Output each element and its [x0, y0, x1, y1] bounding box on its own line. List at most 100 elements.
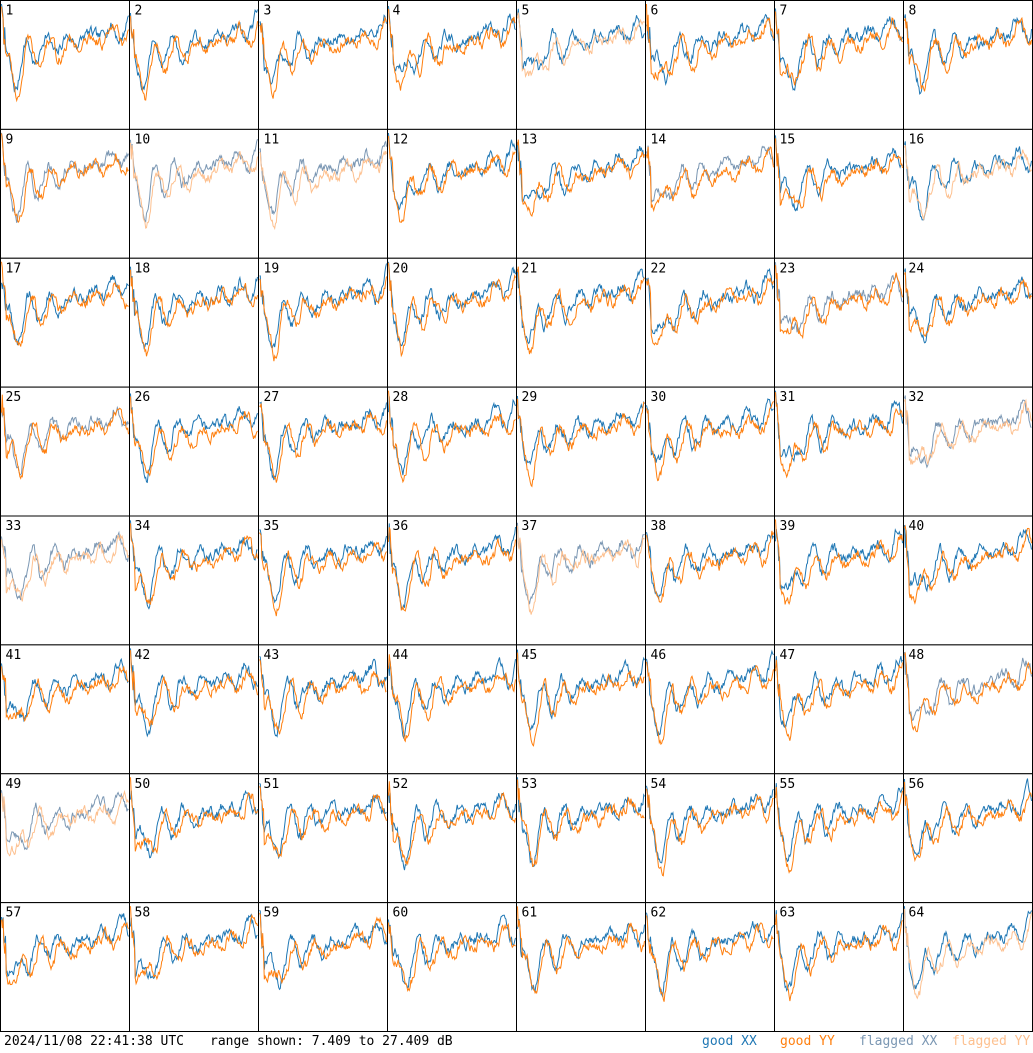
legend-good-xx: good XX	[702, 1034, 757, 1049]
panel-label: 14	[651, 132, 667, 147]
trace-xx-good	[259, 529, 387, 604]
trace-xx-good	[259, 783, 387, 860]
trace-yy-flagged	[904, 145, 1032, 221]
panel-56: 56	[903, 773, 1033, 904]
panel-label: 9	[6, 132, 14, 147]
panel-frame	[129, 257, 259, 388]
panel-label: 63	[780, 906, 796, 921]
panel-frame	[774, 386, 904, 517]
trace-yy-good	[259, 16, 387, 99]
panel-label: 50	[135, 777, 151, 792]
panel-40: 40	[903, 515, 1033, 646]
panel-label: 3	[264, 4, 272, 19]
trace-xx-flagged	[1, 530, 129, 601]
trace-xx-good	[388, 6, 516, 76]
panel-label: 22	[651, 261, 667, 276]
panel-label: 62	[651, 906, 667, 921]
trace-yy-good	[130, 650, 258, 727]
timestamp: 2024/11/08 22:41:38 UTC	[4, 1034, 185, 1049]
panel-15: 15	[774, 128, 904, 259]
panel-frame	[774, 644, 904, 775]
trace-xx-good	[388, 523, 516, 611]
trace-yy-good	[646, 530, 774, 603]
trace-xx-good	[775, 135, 903, 212]
trace-xx-good	[130, 8, 258, 92]
panel-frame	[645, 644, 775, 775]
trace-yy-good	[775, 392, 903, 479]
panel-54: 54	[645, 773, 775, 904]
trace-yy-flagged	[259, 150, 387, 231]
trace-yy-flagged	[517, 12, 645, 79]
trace-xx-good	[904, 268, 1032, 344]
panel-16: 16	[903, 128, 1033, 259]
panel-frame	[516, 902, 646, 1032]
panel-35: 35	[258, 515, 388, 646]
trace-yy-good	[130, 269, 258, 357]
panel-frame	[258, 128, 388, 259]
panel-49: 49	[0, 773, 130, 904]
panel-label: 32	[909, 390, 925, 405]
panel-frame	[129, 386, 259, 517]
panel-frame	[387, 515, 517, 646]
trace-xx-good	[259, 909, 387, 991]
panel-53: 53	[516, 773, 646, 904]
panel-label: 21	[522, 261, 538, 276]
panel-label: 8	[909, 4, 917, 19]
trace-yy-good	[904, 524, 1032, 605]
panel-label: 48	[909, 648, 925, 663]
panel-39: 39	[774, 515, 904, 646]
trace-yy-good	[775, 786, 903, 874]
panel-label: 46	[651, 648, 667, 663]
trace-yy-flagged	[904, 398, 1032, 466]
trace-yy-good	[388, 262, 516, 358]
panel-label: 18	[135, 261, 151, 276]
trace-xx-good	[517, 268, 645, 345]
panel-34: 34	[129, 515, 259, 646]
panel-64: 64	[903, 902, 1033, 1032]
panel-label: 20	[393, 261, 409, 276]
panel-frame	[387, 257, 517, 388]
panel-label: 42	[135, 648, 151, 663]
panel-label: 39	[780, 519, 796, 534]
panel-61: 61	[516, 902, 646, 1032]
panel-label: 41	[6, 648, 22, 663]
panel-frame	[129, 773, 259, 904]
trace-xx-good	[1, 275, 129, 346]
trace-yy-good	[775, 11, 903, 86]
trace-xx-good	[517, 649, 645, 732]
panel-32: 32	[903, 386, 1033, 517]
trace-yy-good	[775, 659, 903, 741]
trace-yy-good	[1, 394, 129, 480]
trace-xx-flagged	[646, 145, 774, 203]
panel-frame	[0, 644, 130, 775]
trace-yy-good	[904, 781, 1032, 863]
panel-6: 6	[645, 0, 775, 130]
panel-55: 55	[774, 773, 904, 904]
panel-label: 56	[909, 777, 925, 792]
panel-42: 42	[129, 644, 259, 775]
panel-label: 51	[264, 777, 280, 792]
panel-label: 10	[135, 132, 151, 147]
trace-yy-good	[1, 666, 129, 722]
panel-20: 20	[387, 257, 517, 388]
trace-yy-good	[1, 133, 129, 224]
panel-label: 13	[522, 132, 538, 147]
panel-frame	[0, 128, 130, 259]
panel-58: 58	[129, 902, 259, 1032]
panel-label: 33	[6, 519, 22, 534]
panel-label: 23	[780, 261, 796, 276]
panel-21: 21	[516, 257, 646, 388]
trace-yy-good	[904, 16, 1032, 92]
trace-xx-good	[388, 914, 516, 989]
panel-12: 12	[387, 128, 517, 259]
trace-yy-good	[517, 906, 645, 995]
panel-frame	[516, 0, 646, 130]
trace-xx-good	[130, 913, 258, 980]
trace-yy-good	[646, 788, 774, 877]
panel-frame	[516, 515, 646, 646]
panel-label: 57	[6, 906, 22, 921]
panel-frame	[129, 644, 259, 775]
trace-xx-good	[904, 14, 1032, 95]
panel-frame	[903, 386, 1033, 517]
trace-yy-good	[130, 906, 258, 986]
